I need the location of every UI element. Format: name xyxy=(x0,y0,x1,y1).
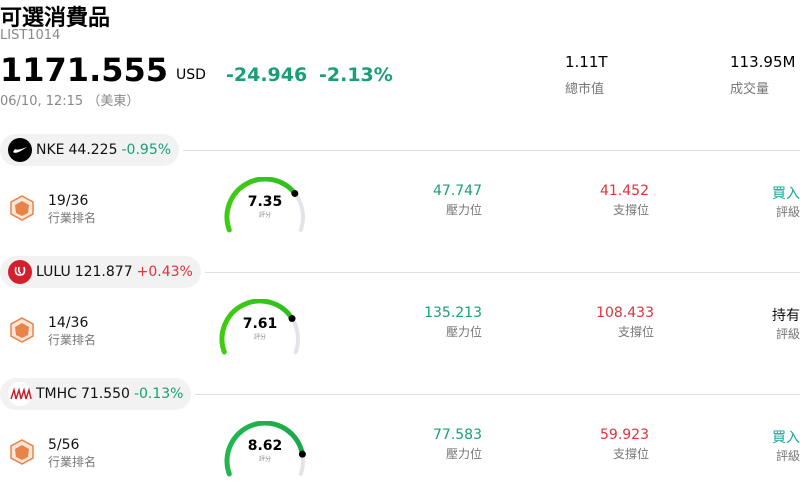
rank-icon xyxy=(10,195,34,221)
rank-label: 行業排名 xyxy=(48,455,97,469)
stat-value: 113.95M xyxy=(730,53,796,71)
resistance-label: 壓力位 xyxy=(445,325,482,339)
rank-label: 行業排名 xyxy=(48,211,97,225)
resistance: 135.213 xyxy=(424,305,482,321)
stock-header: LULU 121.877 +0.43% xyxy=(0,256,201,288)
gauge xyxy=(219,299,300,355)
stock-price: 44.225 xyxy=(68,142,118,158)
support: 59.923 xyxy=(600,427,649,443)
rank-label: 行業排名 xyxy=(48,333,97,347)
stat-label: 總市值 xyxy=(565,82,605,97)
gauge xyxy=(224,421,306,477)
rank: 19/36 xyxy=(48,193,89,209)
rating: 買入 xyxy=(772,186,800,202)
rating: 持有 xyxy=(772,308,800,324)
resistance-label: 壓力位 xyxy=(445,203,482,217)
title: 可選消費品 xyxy=(0,6,111,31)
logo xyxy=(8,382,32,406)
code: LIST1014 xyxy=(0,28,61,43)
stock-price: 121.877 xyxy=(74,264,133,280)
rank-icon xyxy=(10,317,34,343)
change: -24.946 xyxy=(226,64,308,86)
stat-label: 成交量 xyxy=(730,82,770,97)
gauge-fill xyxy=(224,421,305,477)
rating-label: 評級 xyxy=(775,327,800,341)
score-label: 評分 xyxy=(258,456,272,463)
currency: USD xyxy=(176,67,206,83)
score: 8.62 xyxy=(247,438,283,454)
gauge-fill xyxy=(224,177,298,233)
stock-price: 71.550 xyxy=(80,386,130,402)
score-label: 評分 xyxy=(253,334,267,341)
gauge xyxy=(224,177,305,233)
stock-header: NKE 44.225 -0.95% xyxy=(0,134,180,166)
support-label: 支撐位 xyxy=(617,325,654,339)
rating-label: 評級 xyxy=(775,205,800,219)
divider xyxy=(183,150,800,151)
resistance-label: 壓力位 xyxy=(445,447,482,461)
stock-change: -0.13% xyxy=(133,386,184,402)
support-label: 支撐位 xyxy=(612,203,649,217)
divider xyxy=(204,272,800,273)
rank: 14/36 xyxy=(48,315,89,331)
score: 7.35 xyxy=(247,194,283,210)
rating: 買入 xyxy=(772,430,800,446)
ticker: TMHC xyxy=(36,386,77,402)
logo xyxy=(8,138,32,162)
stock-change: -0.95% xyxy=(121,142,172,158)
stat-value: 1.11T xyxy=(565,53,608,71)
support-label: 支撐位 xyxy=(612,447,649,461)
score: 7.61 xyxy=(242,316,278,332)
stock-change: +0.43% xyxy=(136,264,193,280)
ticker: NKE xyxy=(36,142,65,158)
gauge-fill xyxy=(219,299,295,355)
score-label: 評分 xyxy=(258,212,272,219)
time: 06/10, 12:15 （美東） xyxy=(0,94,140,109)
rating-label: 評級 xyxy=(775,449,800,463)
logo xyxy=(8,260,32,284)
ticker: LULU xyxy=(36,264,71,280)
resistance: 77.583 xyxy=(433,427,482,443)
resistance: 47.747 xyxy=(433,183,482,199)
change-pct: -2.13% xyxy=(319,64,393,86)
rank: 5/56 xyxy=(48,437,80,453)
stock-header: TMHC 71.550 -0.13% xyxy=(0,378,192,410)
price: 1171.555 xyxy=(0,51,169,89)
support: 41.452 xyxy=(600,183,649,199)
rank-icon xyxy=(10,439,34,465)
support: 108.433 xyxy=(596,305,654,321)
divider xyxy=(195,394,800,395)
